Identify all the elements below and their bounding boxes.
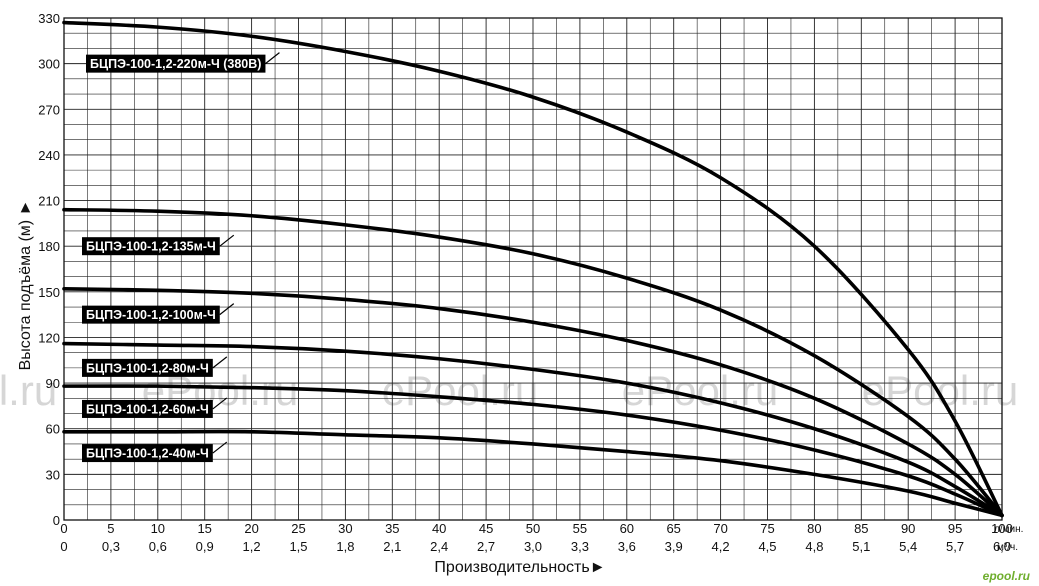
y-tick-label: 210: [38, 194, 60, 209]
watermark-text: ePool.ru: [382, 367, 538, 414]
series-label-box: [82, 358, 213, 377]
series-label-box: [82, 237, 220, 256]
x-tick-label-m3h: 4,5: [758, 539, 776, 554]
series-label-text: БЦПЭ-100-1,2-60м-Ч: [86, 402, 209, 416]
series-label-5: БЦПЭ-100-1,2-60м-Ч: [82, 397, 228, 418]
x-tick-label-m3h: 3,0: [524, 539, 542, 554]
series-line-3: [62, 286, 1004, 518]
y-tick-label: 330: [38, 11, 60, 26]
x-tick-label-m3h: 2,7: [477, 539, 495, 554]
series-label-1: БЦПЭ-100-1,2-220м-Ч (380В): [86, 52, 280, 73]
x-tick-label-lmin: 35: [385, 521, 399, 536]
x-tick-label-lmin: 55: [573, 521, 587, 536]
x-axis-label: Производительность►: [434, 559, 605, 576]
series-label-leader: [212, 441, 228, 454]
x-tick-label-lmin: 75: [760, 521, 774, 536]
x-tick-label-m3h: 4,2: [712, 539, 730, 554]
y-tick-label: 0: [53, 513, 60, 528]
series-label-text: БЦПЭ-100-1,2-100м-Ч: [86, 308, 216, 322]
y-tick-label: 240: [38, 148, 60, 163]
plot-frame: [63, 17, 1003, 521]
series-label-leader: [212, 397, 228, 410]
x-tick-label-lmin: 85: [854, 521, 868, 536]
x-tick-label-m3h: 2,1: [383, 539, 401, 554]
x-tick-label-lmin: 95: [948, 521, 962, 536]
x-tick-label-lmin: 100: [991, 521, 1013, 536]
series-line-6: [62, 429, 1004, 518]
x-tick-label-lmin: 65: [666, 521, 680, 536]
series-label-3: БЦПЭ-100-1,2-100м-Ч: [82, 303, 235, 324]
x-tick-label-lmin: 10: [151, 521, 165, 536]
x-tick-label-m3h: 5,4: [899, 539, 917, 554]
x-tick-label-lmin: 40: [432, 521, 446, 536]
series-label-2: БЦПЭ-100-1,2-135м-Ч: [82, 234, 235, 256]
watermark-text: l.ru: [0, 367, 57, 414]
x-tick-label-lmin: 80: [807, 521, 821, 536]
series-line-1: [62, 20, 1004, 518]
x-tick-label-m3h: 0,3: [102, 539, 120, 554]
x-tick-label-m3h: 3,6: [618, 539, 636, 554]
x-tick-label-m3h: 0: [60, 539, 67, 554]
series-label-box: [86, 54, 266, 73]
x-tick-label-lmin: 90: [901, 521, 915, 536]
series-label-box: [82, 444, 213, 463]
series-line-5: [62, 384, 1004, 518]
y-tick-label: 60: [46, 422, 60, 437]
y-tick-label: 300: [38, 57, 60, 72]
x-tick-label-m3h: 1,5: [289, 539, 307, 554]
x-tick-label-lmin: 20: [244, 521, 258, 536]
x-tick-label-lmin: 30: [338, 521, 352, 536]
series-label-text: БЦПЭ-100-1,2-220м-Ч (380В): [90, 57, 261, 71]
series-label-text: БЦПЭ-100-1,2-135м-Ч: [86, 240, 216, 254]
x-tick-label-lmin: 50: [526, 521, 540, 536]
watermark-text: ePool.ru: [862, 367, 1018, 414]
x-tick-label-lmin: 70: [713, 521, 727, 536]
series-labels: БЦПЭ-100-1,2-220м-Ч (380В) БЦПЭ-100-1,2-1…: [82, 52, 280, 463]
y-tick-label: 90: [46, 376, 60, 391]
series-label-box: [82, 399, 213, 418]
series-label-leader: [212, 356, 228, 369]
series-label-leader: [219, 303, 235, 316]
x-tick-label-lmin: 60: [620, 521, 634, 536]
x-unit-lmin: л/мин.: [994, 524, 1023, 535]
series-label-text: БЦПЭ-100-1,2-40м-Ч: [86, 447, 209, 461]
series-label-leader: [265, 52, 280, 65]
x-tick-label-lmin: 0: [60, 521, 67, 536]
series-label-text: БЦПЭ-100-1,2-80м-Ч: [86, 361, 209, 375]
x-tick-label-m3h: 0,9: [196, 539, 214, 554]
y-tick-label: 120: [38, 330, 60, 345]
site-logo: epool.ru: [983, 569, 1031, 583]
grid: [63, 17, 1003, 521]
x-tick-label-m3h: 1,2: [243, 539, 261, 554]
x-tick-label-lmin: 15: [197, 521, 211, 536]
x-tick-label-m3h: 3,3: [571, 539, 589, 554]
x-tick-label-m3h: 0,6: [149, 539, 167, 554]
x-tick-label-lmin: 45: [479, 521, 493, 536]
series-label-box: [82, 305, 220, 324]
x-tick-label-lmin: 25: [291, 521, 305, 536]
x-tick-label-m3h: 1,8: [336, 539, 354, 554]
series-line-2: [62, 207, 1004, 518]
y-tick-label: 30: [46, 467, 60, 482]
y-tick-label: 150: [38, 285, 60, 300]
x-unit-m3h: м³/ч.: [997, 542, 1018, 553]
x-tick-label-m3h: 6,0: [993, 539, 1011, 554]
x-tick-label-m3h: 5,1: [852, 539, 870, 554]
x-tick-label-lmin: 5: [107, 521, 114, 536]
x-tick-label-m3h: 3,9: [665, 539, 683, 554]
series-line-4: [62, 341, 1004, 518]
y-axis-label: Высота подъёма (м) ►: [17, 200, 34, 371]
series-label-6: БЦПЭ-100-1,2-40м-Ч: [82, 441, 228, 463]
y-tick-label: 180: [38, 239, 60, 254]
y-tick-label: 270: [38, 102, 60, 117]
series-label-4: БЦПЭ-100-1,2-80м-Ч: [82, 356, 228, 377]
x-tick-label-m3h: 2,4: [430, 539, 448, 554]
series-layer: [62, 20, 1004, 518]
x-tick-label-m3h: 5,7: [946, 539, 964, 554]
series-label-leader: [219, 234, 235, 247]
x-tick-label-m3h: 4,8: [805, 539, 823, 554]
